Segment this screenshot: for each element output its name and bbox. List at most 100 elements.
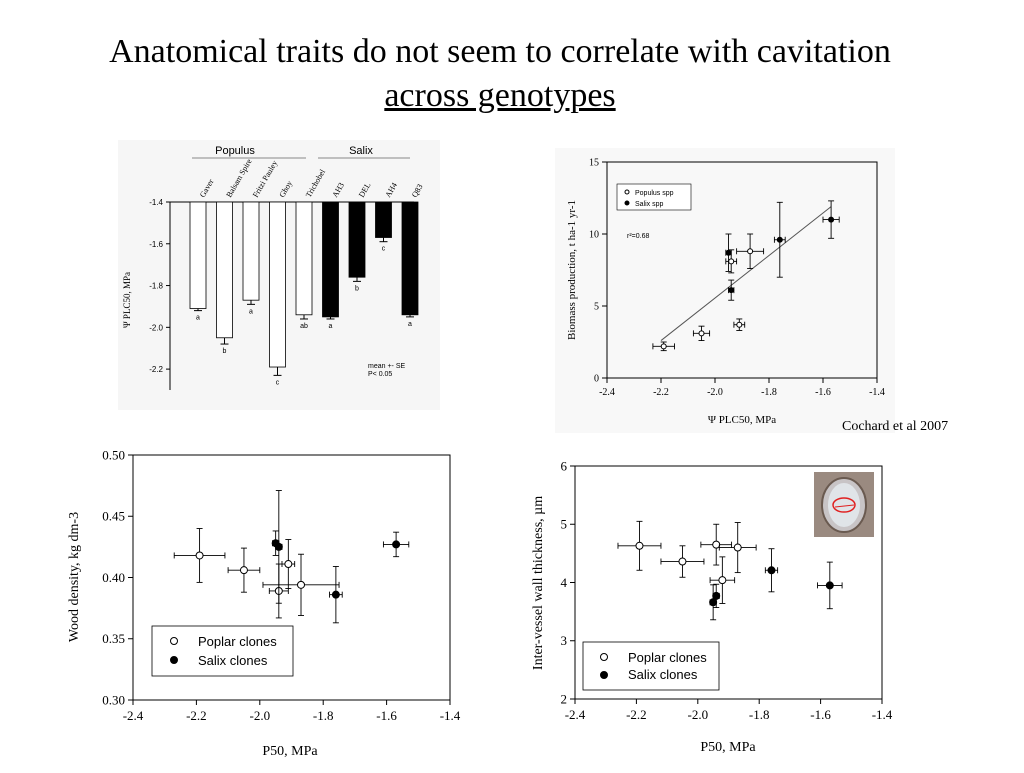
bar <box>269 201 286 368</box>
y-tick-label: 0.30 <box>102 692 125 707</box>
y-tick-label: -1.8 <box>149 282 163 291</box>
y-tick-label: 10 <box>589 229 599 240</box>
biomass-scatter-panel: -2.4 -2.2 -2.0 -1.8 -1.6 -1.4 0 5 10 15 Populus sp… <box>555 148 895 433</box>
x-tick-label: -2.4 <box>599 387 615 398</box>
y-tick-label: 0.40 <box>102 570 125 585</box>
y-tick-label: 15 <box>589 157 599 168</box>
y-tick-label: 0 <box>594 373 599 384</box>
legend-label-poplar: Poplar clones <box>198 634 277 649</box>
title-line-1: Anatomical traits do not seem to correla… <box>109 33 891 70</box>
populus-point <box>747 248 754 255</box>
legend-label-salix: Salix clones <box>198 653 268 668</box>
salix-point <box>828 216 835 223</box>
salix-point <box>331 590 340 599</box>
populus-point <box>736 321 743 328</box>
legend-marker-salix <box>600 671 608 679</box>
legend-label-salix: Salix spp <box>635 201 664 208</box>
bar <box>295 201 313 316</box>
salix-point <box>825 581 834 590</box>
highlight-ellipse <box>832 497 856 513</box>
bar <box>242 201 260 301</box>
significance-letter: a <box>249 308 253 315</box>
bar <box>216 201 233 339</box>
salix-point <box>725 249 732 256</box>
x-tick-label: -1.4 <box>440 708 461 723</box>
highlight-line <box>834 504 855 508</box>
vessel-lumen <box>828 483 860 527</box>
x-tick-label: -2.0 <box>688 707 709 722</box>
y-tick-label: 5 <box>594 301 599 312</box>
populus-point <box>678 557 687 566</box>
x-tick-label: -2.0 <box>707 387 723 398</box>
bar <box>189 201 207 309</box>
bar <box>375 201 392 238</box>
x-tick-label: -1.6 <box>376 708 397 723</box>
salix-point <box>767 566 776 575</box>
group-label-salix: Salix <box>349 145 373 157</box>
populus-point <box>698 330 705 337</box>
salix-point <box>709 598 718 607</box>
x-tick-label: -1.8 <box>761 387 777 398</box>
category-label: Gaver <box>198 177 216 199</box>
legend-label-populus: Populus spp <box>635 190 674 197</box>
category-label: AH3 <box>330 181 346 199</box>
y-tick-label: 4 <box>561 575 568 590</box>
legend-label-salix: Salix clones <box>628 667 698 682</box>
y-tick-label: -2.2 <box>149 365 163 374</box>
legend-marker-salix <box>170 656 178 664</box>
salix-point <box>728 287 735 294</box>
regression-line <box>660 206 832 341</box>
micrograph-inset <box>814 472 874 537</box>
significance-letter: c <box>276 379 280 386</box>
salix-point <box>712 591 721 600</box>
y-tick-label: -2.0 <box>149 323 163 332</box>
y-tick-label: 3 <box>561 633 568 648</box>
y-tick-label: -1.4 <box>149 198 163 207</box>
y-tick-label: -1.6 <box>149 240 163 249</box>
legend-marker-salix <box>624 200 630 206</box>
x-tick-label: -2.4 <box>565 707 586 722</box>
y-tick-label: 0.35 <box>102 631 125 646</box>
wood-density-panel: -2.4 -2.2 -2.0 -1.8 -1.6 -1.4 0.30 0.35 0.40 0.45… <box>60 445 470 768</box>
y-tick-label: 5 <box>561 517 568 532</box>
legend-box <box>616 183 692 211</box>
y-tick-label: 2 <box>561 691 568 706</box>
populus-point <box>195 551 204 560</box>
populus-point <box>712 540 721 549</box>
biomass-scatter-chart: -2.4 -2.2 -2.0 -1.8 -1.6 -1.4 0 5 10 15 Populus sp… <box>566 157 885 426</box>
category-label: Ghoy <box>277 179 294 199</box>
legend-box <box>151 625 294 677</box>
bar-chart-panel: Populus Salix Gaver Balsam Spire Fritzi Paul… <box>118 140 440 410</box>
legend-marker-poplar <box>600 653 608 661</box>
y-tick-label: 0.50 <box>102 447 125 462</box>
x-tick-label: -1.8 <box>749 707 770 722</box>
title-line-2: across genotypes <box>384 77 616 114</box>
x-tick-label: -1.4 <box>869 387 885 398</box>
x-axis-label: Ψ PLC50, MPa <box>708 414 776 426</box>
x-tick-label: -2.2 <box>653 387 669 398</box>
stats-note-line-1: mean +- SE <box>368 363 405 370</box>
significance-letter: b <box>223 348 227 355</box>
category-label: Trichobel <box>304 167 328 199</box>
salix-point <box>274 542 283 551</box>
stats-note-line-2: P< 0.05 <box>368 371 392 378</box>
y-axis-label: Wood density, kg dm-3 <box>67 512 82 642</box>
wall-thickness-chart: -2.4 -2.2 -2.0 -1.8 -1.6 -1.4 2 3 4 5 6 Poplar clon… <box>531 458 893 755</box>
group-label-populus: Populus <box>215 145 255 157</box>
wall-thickness-panel: -2.4 -2.2 -2.0 -1.8 -1.6 -1.4 2 3 4 5 6 Poplar clon… <box>520 455 900 768</box>
category-label: Fritzi Pauley <box>251 159 279 199</box>
populus-point <box>728 258 735 265</box>
x-tick-label: -1.8 <box>313 708 334 723</box>
y-axis-label: Ψ PLC50, MPa <box>122 272 132 328</box>
populus-point <box>635 541 644 550</box>
y-axis-label: Biomass production, t ha-1 yr-1 <box>566 200 578 340</box>
significance-letter: a <box>196 315 200 322</box>
populus-point <box>733 543 742 552</box>
legend-label-poplar: Poplar clones <box>628 650 707 665</box>
x-tick-label: -2.0 <box>250 708 271 723</box>
legend-marker-poplar <box>170 637 178 645</box>
populus-point <box>284 560 293 569</box>
x-tick-label: -2.4 <box>123 708 144 723</box>
y-tick-label: 6 <box>561 458 568 473</box>
r-squared-annotation: r²=0.68 <box>627 233 649 240</box>
